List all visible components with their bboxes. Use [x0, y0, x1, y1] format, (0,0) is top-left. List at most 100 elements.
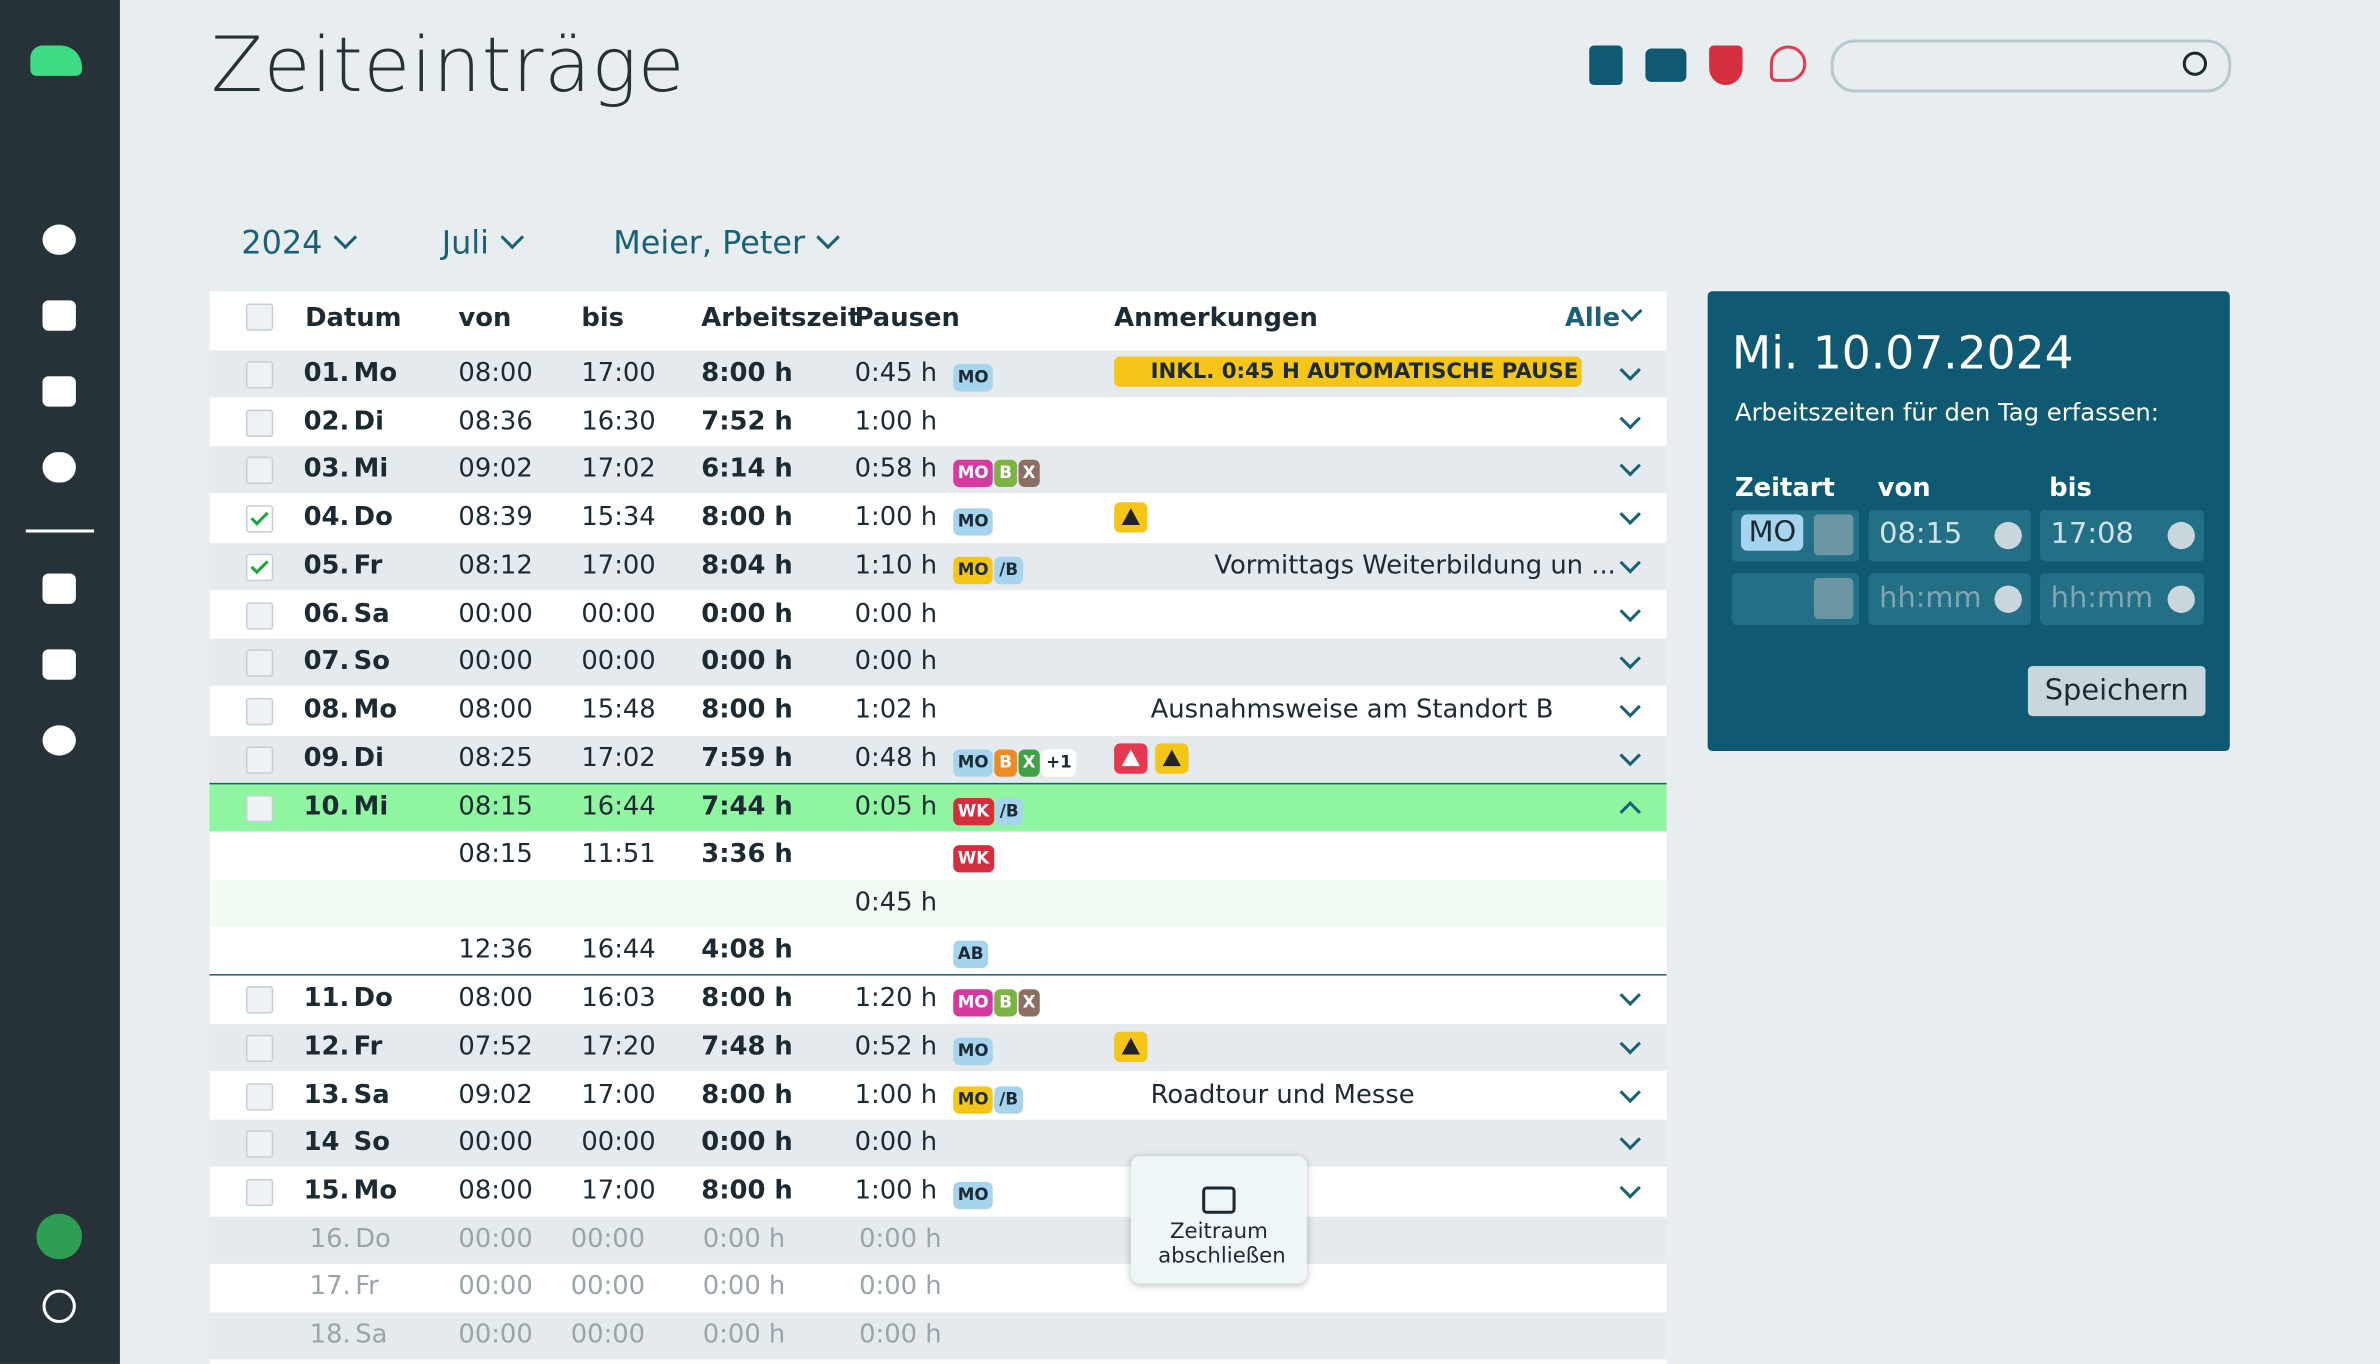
from-field[interactable]: hh:mm: [1868, 573, 2031, 626]
table-row[interactable]: 07. So 00:00 00:00 0:00 h 0:00 h: [209, 639, 1667, 687]
day-number: 02.: [303, 406, 350, 437]
expand-chevron[interactable]: [1619, 1177, 1641, 1199]
table-row[interactable]: 02. Di 08:36 16:30 7:52 h 1:00 h: [209, 399, 1666, 446]
row-checkbox[interactable]: [245, 745, 274, 774]
work-time: 8:00 h: [701, 1175, 793, 1207]
column-header: von: [458, 303, 512, 334]
nav-folder[interactable]: [42, 573, 76, 604]
tag-group: MO/B: [953, 1081, 1024, 1113]
nav-timer[interactable]: [42, 224, 76, 255]
row-checkbox[interactable]: [245, 986, 274, 1014]
table-row[interactable]: 06. Sa 00:00 00:00 0:00 h 0:00 h: [209, 591, 1666, 638]
avatar[interactable]: [36, 1213, 82, 1260]
row-checkbox[interactable]: [245, 795, 274, 823]
type-select[interactable]: [1731, 573, 1860, 626]
expand-chevron[interactable]: [1619, 599, 1641, 622]
row-checkbox[interactable]: [245, 1082, 274, 1110]
row-checkbox[interactable]: [245, 649, 274, 677]
table-row[interactable]: 11. Do 08:00 16:03 8:00 h 1:20 h MO B X: [209, 976, 1666, 1023]
clock-icon[interactable]: [1994, 585, 2022, 613]
error-icon[interactable]: [1114, 742, 1148, 774]
video-icon[interactable]: [1645, 48, 1687, 82]
row-checkbox[interactable]: [245, 409, 274, 437]
search-field[interactable]: [1830, 39, 2232, 93]
to-field[interactable]: hh:mm: [2040, 573, 2204, 626]
table-row[interactable]: 04. Do 08:39 15:34 8:00 h 1:00 h MO: [209, 495, 1666, 542]
row-checkbox[interactable]: [245, 697, 274, 726]
table-row[interactable]: 03. Mi 09:02 17:02 6:14 h 0:58 h MO B X: [209, 446, 1667, 494]
select-arrow[interactable]: [1813, 578, 1854, 620]
expand-chevron[interactable]: [1619, 1080, 1641, 1103]
expand-chevron[interactable]: [1619, 984, 1641, 1007]
from-time: 08:15: [458, 839, 533, 870]
table-row[interactable]: 16. Do 00:00 00:00 0:00 h 0:00 h: [209, 1216, 1667, 1264]
expand-chevron[interactable]: [1619, 455, 1641, 478]
nav-team[interactable]: [42, 452, 76, 483]
status-icons: [1114, 742, 1196, 779]
from-field[interactable]: 08:15: [1868, 509, 2031, 562]
logout[interactable]: [42, 1289, 76, 1323]
tag: MO: [953, 460, 994, 488]
table-row[interactable]: 14 So 00:00 00:00 0:00 h 0:00 h: [209, 1119, 1667, 1168]
expand-chevron[interactable]: [1619, 801, 1641, 823]
person-filter[interactable]: Meier, Peter: [613, 225, 837, 261]
row-checkbox[interactable]: [245, 1130, 274, 1158]
privacy-icon[interactable]: [1709, 45, 1743, 85]
table-row[interactable]: 13. Sa 09:02 17:00 8:00 h 1:00 h MO/B Roadtour …: [209, 1072, 1666, 1119]
expand-chevron[interactable]: [1619, 1128, 1641, 1151]
expand-chevron[interactable]: [1619, 696, 1641, 718]
help-icon[interactable]: [1589, 45, 1623, 85]
type-select[interactable]: MO: [1731, 509, 1860, 562]
clock-icon[interactable]: [2167, 585, 2195, 613]
tag-group: WK: [953, 841, 995, 873]
table-row[interactable]: 17. Fr 00:00 00:00 0:00 h 0:00 h: [209, 1264, 1666, 1311]
warning-icon[interactable]: [1114, 502, 1148, 533]
expand-chevron[interactable]: [1619, 407, 1641, 430]
row-checkbox[interactable]: [245, 1178, 274, 1207]
nav-stats[interactable]: [42, 649, 76, 680]
expand-chevron[interactable]: [1619, 744, 1641, 766]
lock-period-button[interactable]: Zeitraum abschließen: [1130, 1156, 1307, 1284]
year-filter[interactable]: 2024: [241, 225, 354, 261]
nav-calendar[interactable]: [42, 300, 76, 331]
row-checkbox[interactable]: [245, 1034, 274, 1062]
row-checkbox[interactable]: [245, 457, 274, 485]
select-all-checkbox[interactable]: [245, 303, 274, 331]
table-row[interactable]: 08. Mo 08:00 15:48 8:00 h 1:02 h Ausnahmsweise…: [209, 687, 1666, 734]
field-label: Zeitart: [1734, 473, 1835, 504]
expand-chevron[interactable]: [1619, 1032, 1641, 1055]
clock-icon[interactable]: [1994, 521, 2022, 550]
nav-home-office[interactable]: [42, 376, 76, 407]
expand-chevron[interactable]: [1619, 648, 1641, 670]
table-row[interactable]: 01. Mo 08:00 17:00 8:00 h 0:45 h MO INKL. 0:45 …: [209, 350, 1667, 398]
table-row[interactable]: 18. Sa 00:00 00:00 0:00 h 0:00 h: [209, 1312, 1667, 1360]
save-button[interactable]: Speichern: [2027, 666, 2206, 717]
day-number: 18.: [309, 1319, 351, 1351]
table-row[interactable]: 09. Di 08:25 17:02 7:59 h 0:48 h MO B X +1: [209, 735, 1667, 783]
warning-icon[interactable]: [1114, 1031, 1148, 1062]
table-row[interactable]: 05. Fr 08:12 17:00 8:04 h 1:10 h MO/B Vormittag…: [209, 542, 1667, 590]
filter-all[interactable]: Alle: [1564, 303, 1621, 334]
search-icon[interactable]: [2182, 51, 2208, 76]
row-checkbox[interactable]: [245, 553, 274, 581]
expand-chevron[interactable]: [1619, 551, 1641, 574]
select-arrow[interactable]: [1813, 514, 1854, 556]
month-filter[interactable]: Juli: [442, 225, 521, 261]
row-checkbox[interactable]: [245, 361, 274, 389]
expand-chevron[interactable]: [1619, 503, 1641, 526]
clock-icon[interactable]: [2167, 521, 2195, 550]
nav-settings[interactable]: [42, 725, 76, 756]
row-checkbox[interactable]: [245, 505, 274, 533]
to-field[interactable]: 17:08: [2040, 509, 2204, 562]
logo[interactable]: [30, 45, 82, 76]
table-row[interactable]: 15. Mo 08:00 17:00 8:00 h 1:00 h MO: [209, 1168, 1666, 1215]
work-time: 4:08 h: [701, 935, 793, 966]
rocket-icon[interactable]: [1769, 45, 1807, 82]
row-checkbox[interactable]: [245, 601, 274, 629]
table-row[interactable]: 12. Fr 07:52 17:20 7:48 h 0:52 h MO: [209, 1023, 1667, 1071]
expand-chevron[interactable]: [1619, 359, 1641, 381]
filter-chevron[interactable]: [1621, 300, 1643, 322]
warning-icon[interactable]: [1155, 742, 1189, 774]
table-row[interactable]: 10. Mi 08:15 16:44 7:44 h 0:05 h WK/B: [209, 783, 1667, 832]
from-time: 08:00: [458, 983, 533, 1014]
